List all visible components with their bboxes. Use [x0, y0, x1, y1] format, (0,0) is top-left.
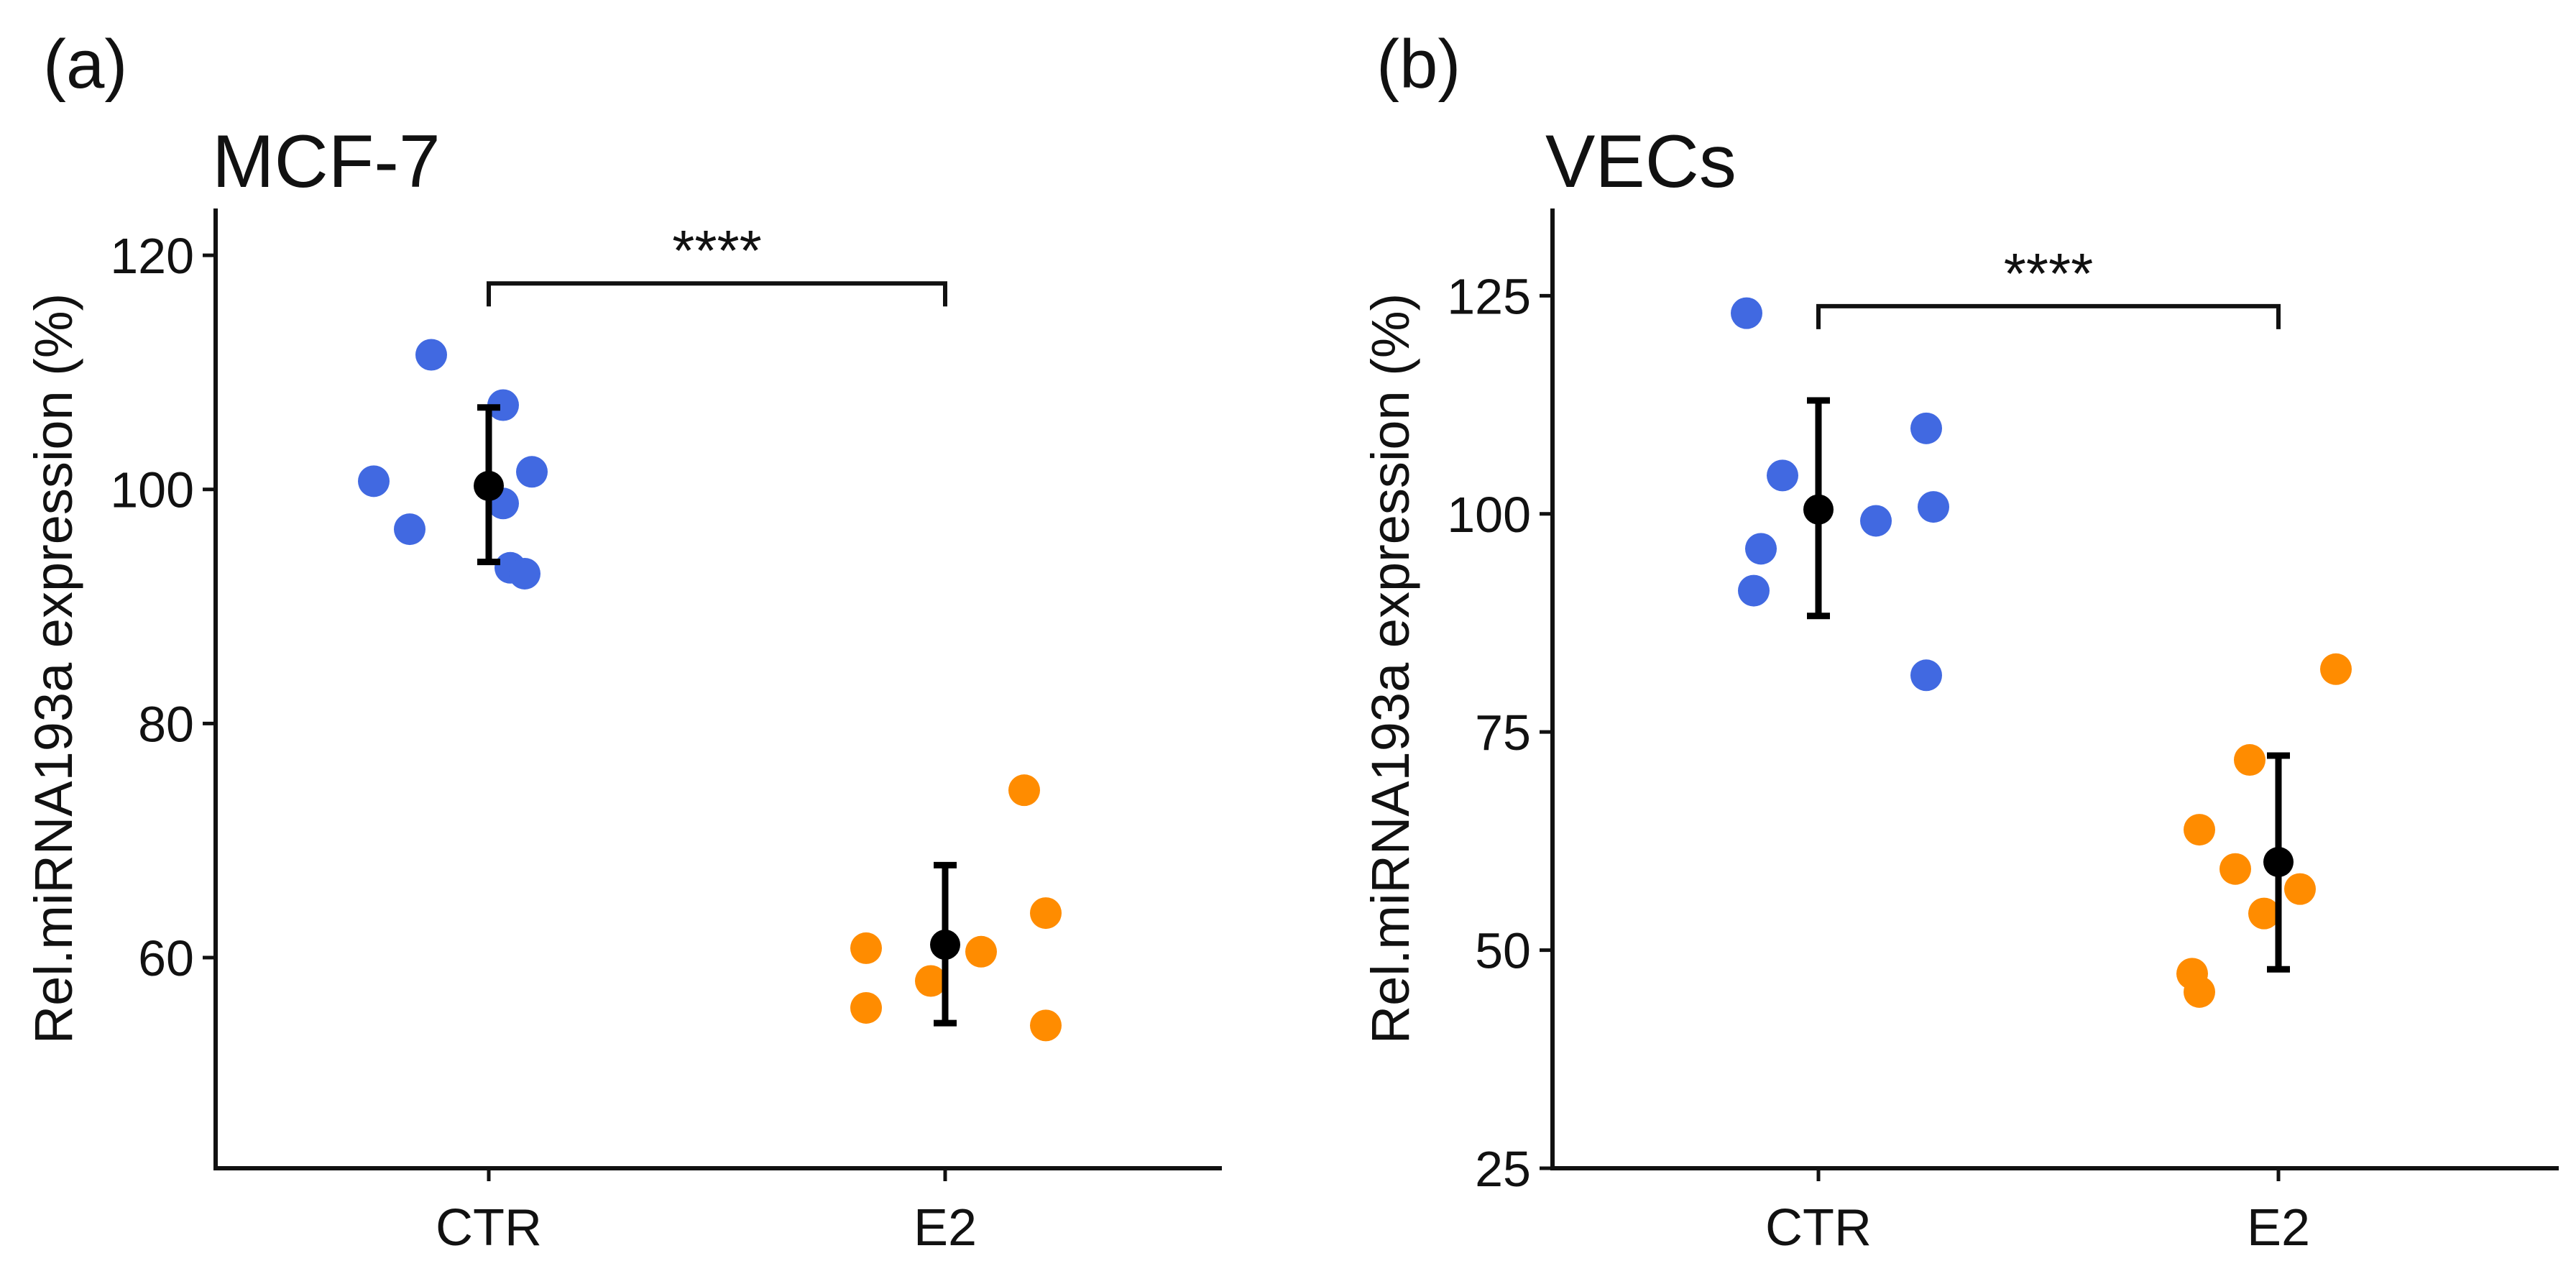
panel-a-significance: ****	[487, 219, 947, 307]
panel-b-e2-point	[2220, 853, 2251, 885]
panel-b-ctr-point	[1767, 459, 1798, 492]
panel-b-x-ticks: CTR E2	[1765, 1199, 2310, 1257]
panel-a-ctr-point	[509, 557, 540, 590]
panel-b-e2-point	[2184, 976, 2215, 1008]
panel-a-points	[358, 339, 1062, 1042]
panel-a-e2-point	[850, 991, 882, 1024]
panel-a-y-ticks: 60 80 100 120	[110, 228, 216, 986]
panel-b-e2-point	[2284, 873, 2316, 905]
panel-b-e2-point	[2184, 814, 2215, 846]
panel-b-ctr-point	[1910, 412, 1942, 444]
panel-b-ctr-point	[1738, 574, 1770, 607]
panel-a-e2-point	[1008, 774, 1040, 807]
panel-a-y-tick-label: 120	[110, 228, 194, 284]
panel-b-y-axis-label: Rel.miRNA193a expression (%)	[1361, 293, 1420, 1045]
panel-a-e2-point	[915, 965, 947, 997]
panel-b-y-tick-label: 125	[1447, 268, 1531, 324]
panel-a-title: MCF-7	[212, 120, 441, 203]
panel-a-x-tick-ctr: CTR	[436, 1199, 542, 1257]
panel-a-ctr-mean-point	[474, 470, 504, 501]
panel-a-ctr-point	[516, 456, 548, 488]
panel-a-ctr-point	[358, 465, 390, 497]
panel-b-ctr-point	[1860, 505, 1892, 537]
panel-b-significance-bracket	[1816, 303, 2281, 329]
panel-a-e2-mean-point	[930, 930, 960, 960]
panel-b-e2-point	[2248, 897, 2280, 930]
panel-b-y-tick-label: 75	[1475, 705, 1531, 761]
panel-a-ctr-point	[394, 513, 426, 546]
panel-b-x-tick-ctr: CTR	[1765, 1199, 1872, 1257]
panel-b-title: VECs	[1545, 120, 1736, 203]
panel-a-significance-bracket	[487, 281, 947, 307]
panel-a-ctr-point	[415, 339, 447, 371]
panel-b-e2-mean-point	[2263, 847, 2294, 878]
panel-b-ctr-point	[1731, 297, 1762, 329]
panel-b-significance-label: ****	[2004, 242, 2094, 306]
panel-b-y-tick-label: 100	[1447, 487, 1531, 543]
panel-b-ctr-point	[1745, 533, 1777, 565]
panel-a-label: (a)	[43, 26, 127, 103]
panel-a-summary	[474, 404, 960, 1027]
panel-a: (a) MCF-7 Rel.miRNA193a expression (%) 6…	[24, 26, 1222, 1257]
panel-b-ctr-mean-point	[1803, 494, 1834, 525]
panel-a-significance-label: ****	[672, 219, 762, 283]
panel-b-y-tick-label: 25	[1475, 1141, 1531, 1197]
panel-a-x-ticks: CTR E2	[436, 1199, 977, 1257]
panel-b-y-ticks: 25 50 75 100 125	[1447, 268, 1552, 1197]
panel-a-e2-point	[850, 932, 882, 964]
panel-a-axes	[213, 208, 1222, 1181]
panel-b-label: (b)	[1376, 26, 1460, 103]
panel-b-e2-point	[2234, 744, 2266, 776]
panel-a-y-tick-label: 100	[110, 462, 194, 518]
panel-a-ctr-point	[487, 389, 519, 421]
panel-a-y-axis-label: Rel.miRNA193a expression (%)	[24, 293, 83, 1045]
panel-b-e2-point	[2320, 653, 2352, 685]
panel-a-x-tick-e2: E2	[914, 1199, 977, 1257]
panel-b: (b) VECs Rel.miRNA193a expression (%) 25…	[1361, 26, 2559, 1257]
panel-b-axes	[1550, 208, 2559, 1181]
panel-a-e2-point	[965, 935, 997, 968]
panel-b-y-tick-label: 50	[1475, 923, 1531, 979]
panel-b-x-tick-e2: E2	[2247, 1199, 2310, 1257]
panel-a-y-tick-label: 80	[138, 696, 194, 752]
panel-b-significance: ****	[1816, 242, 2281, 329]
panel-b-summary	[1803, 397, 2294, 973]
panel-a-y-tick-label: 60	[138, 930, 194, 986]
panel-a-e2-point	[1030, 1009, 1062, 1042]
panel-a-e2-point	[1030, 897, 1062, 930]
panel-b-points	[1731, 297, 2352, 1008]
panel-b-ctr-point	[1910, 659, 1942, 692]
panel-b-ctr-point	[1918, 491, 1949, 523]
